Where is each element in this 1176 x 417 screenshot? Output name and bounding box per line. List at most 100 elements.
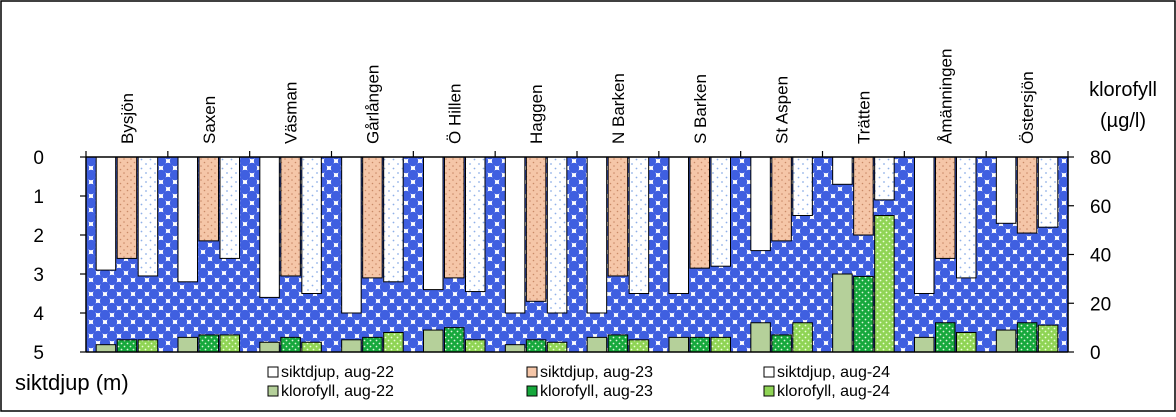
klorofyll-bar-24-8 (792, 322, 813, 353)
category-label: N Barken (609, 73, 628, 144)
klorofyll-bar-23-8 (771, 334, 792, 353)
siktdjup-bars (95, 156, 1059, 314)
klorofyll-bar-24-9 (874, 215, 895, 353)
siktdjup-bar-24-2 (301, 156, 322, 294)
category-label: Ö Hillen (445, 84, 464, 144)
right-tick-label: 80 (1090, 148, 1111, 169)
siktdjup-bar-23-1 (198, 156, 219, 242)
siktdjup-bar-23-9 (853, 156, 874, 236)
klorofyll-bar-24-10 (956, 332, 977, 353)
klorofyll-bar-22-4 (423, 329, 444, 353)
left-tick-label: 3 (33, 265, 44, 286)
siktdjup-bar-24-6 (628, 156, 650, 294)
category-label: Åmänningen (936, 49, 955, 144)
klorofyll-bar-24-3 (383, 332, 404, 353)
klorofyll-bar-23-2 (280, 336, 301, 353)
right-axis-label-line1: klorofyll (1089, 79, 1157, 101)
siktdjup-bar-22-5 (504, 156, 526, 314)
legend-label: siktdjup, aug-24 (777, 364, 890, 381)
klorofyll-bar-23-3 (362, 336, 383, 353)
legend-swatch (763, 366, 775, 378)
right-axis-label-line2: (µg/l) (1100, 110, 1146, 132)
category-label: Gårlången (363, 65, 382, 144)
siktdjup-bar-24-9 (874, 156, 895, 201)
klorofyll-bar-22-7 (668, 336, 689, 353)
siktdjup-bar-22-2 (259, 156, 280, 298)
klorofyll-bar-22-10 (914, 336, 935, 353)
category-label: S Barken (691, 74, 710, 144)
klorofyll-bar-23-9 (853, 275, 874, 353)
klorofyll-bar-22-8 (750, 322, 771, 353)
legend-swatch (763, 385, 775, 397)
siktdjup-bar-24-11 (1037, 156, 1059, 228)
siktdjup-bar-24-7 (710, 156, 731, 267)
klorofyll-bar-24-6 (628, 339, 650, 353)
siktdjup-bar-22-3 (341, 156, 362, 314)
legend-label: siktdjup, aug-23 (540, 364, 653, 381)
left-tick-label: 4 (33, 304, 44, 325)
siktdjup-bar-22-4 (423, 156, 444, 291)
siktdjup-bar-22-9 (832, 156, 853, 185)
siktdjup-bar-23-2 (280, 156, 301, 277)
klorofyll-bar-22-3 (341, 339, 362, 353)
category-label: Trätten (854, 91, 873, 144)
klorofyll-bar-24-5 (546, 341, 568, 353)
klorofyll-bar-23-7 (689, 336, 710, 353)
plot-background (86, 157, 1068, 352)
klorofyll-bar-22-0 (95, 344, 117, 353)
klorofyll-bars (95, 215, 1059, 353)
siktdjup-bar-24-8 (792, 156, 813, 216)
siktdjup-bar-23-5 (525, 156, 547, 302)
siktdjup-bar-22-11 (995, 156, 1017, 224)
siktdjup-bar-23-0 (116, 156, 138, 259)
category-label: Bysjön (118, 93, 137, 144)
right-tick-label: 0 (1090, 343, 1101, 364)
siktdjup-bar-24-5 (546, 156, 568, 314)
legend-label: klorofyll, aug-22 (281, 383, 394, 400)
klorofyll-bar-24-4 (465, 339, 486, 353)
klorofyll-bar-23-4 (444, 327, 465, 353)
legend-label: klorofyll, aug-24 (777, 383, 890, 400)
right-tick-label: 60 (1090, 197, 1111, 218)
siktdjup-bar-22-6 (586, 156, 608, 314)
legend-swatch (526, 366, 538, 378)
klorofyll-bar-23-6 (607, 334, 629, 353)
left-tick-label: 1 (33, 187, 44, 208)
legend-label: klorofyll, aug-23 (540, 383, 653, 400)
left-tick-label: 0 (33, 148, 44, 169)
siktdjup-bar-22-1 (177, 156, 198, 283)
category-label: St Aspen (773, 76, 792, 144)
klorofyll-bar-24-7 (710, 336, 731, 353)
siktdjup-bar-22-8 (750, 156, 771, 252)
left-tick-label: 5 (33, 343, 44, 364)
siktdjup-bar-24-4 (465, 156, 486, 293)
siktdjup-bar-24-1 (219, 156, 240, 259)
right-tick-label: 20 (1090, 294, 1111, 315)
legend: siktdjup, aug-22 siktdjup, aug-23 siktdjup… (267, 364, 890, 400)
siktdjup-bar-23-6 (607, 156, 629, 277)
klorofyll-bar-24-1 (219, 334, 240, 353)
siktdjup-bar-24-3 (383, 156, 404, 283)
category-labels: Bysjön Saxen Väsman Gårlången Ö Hillen Haggen… (118, 49, 1037, 144)
right-tick-label: 40 (1090, 246, 1111, 267)
klorofyll-bar-22-5 (504, 344, 526, 353)
klorofyll-bar-23-5 (525, 339, 547, 353)
legend-label: siktdjup, aug-22 (281, 364, 394, 381)
klorofyll-bar-22-1 (177, 336, 198, 353)
klorofyll-bar-24-11 (1037, 324, 1059, 353)
siktdjup-bar-23-3 (362, 156, 383, 279)
left-tick-label: 2 (33, 226, 44, 247)
klorofyll-bar-23-0 (116, 339, 138, 353)
klorofyll-bar-22-11 (995, 329, 1017, 353)
axes: 0 1 2 3 4 5 0 20 40 60 80 (33, 148, 1111, 364)
siktdjup-bar-22-0 (95, 156, 117, 271)
klorofyll-bar-22-2 (259, 341, 280, 353)
left-axis-label: siktdjup (m) (15, 370, 129, 395)
legend-swatch (267, 385, 279, 397)
siktdjup-bar-23-8 (771, 156, 792, 242)
siktdjup-bar-23-10 (935, 156, 956, 259)
category-label: Östersjön (1018, 71, 1037, 144)
legend-swatch (526, 385, 538, 397)
siktdjup-bar-24-10 (956, 156, 977, 279)
